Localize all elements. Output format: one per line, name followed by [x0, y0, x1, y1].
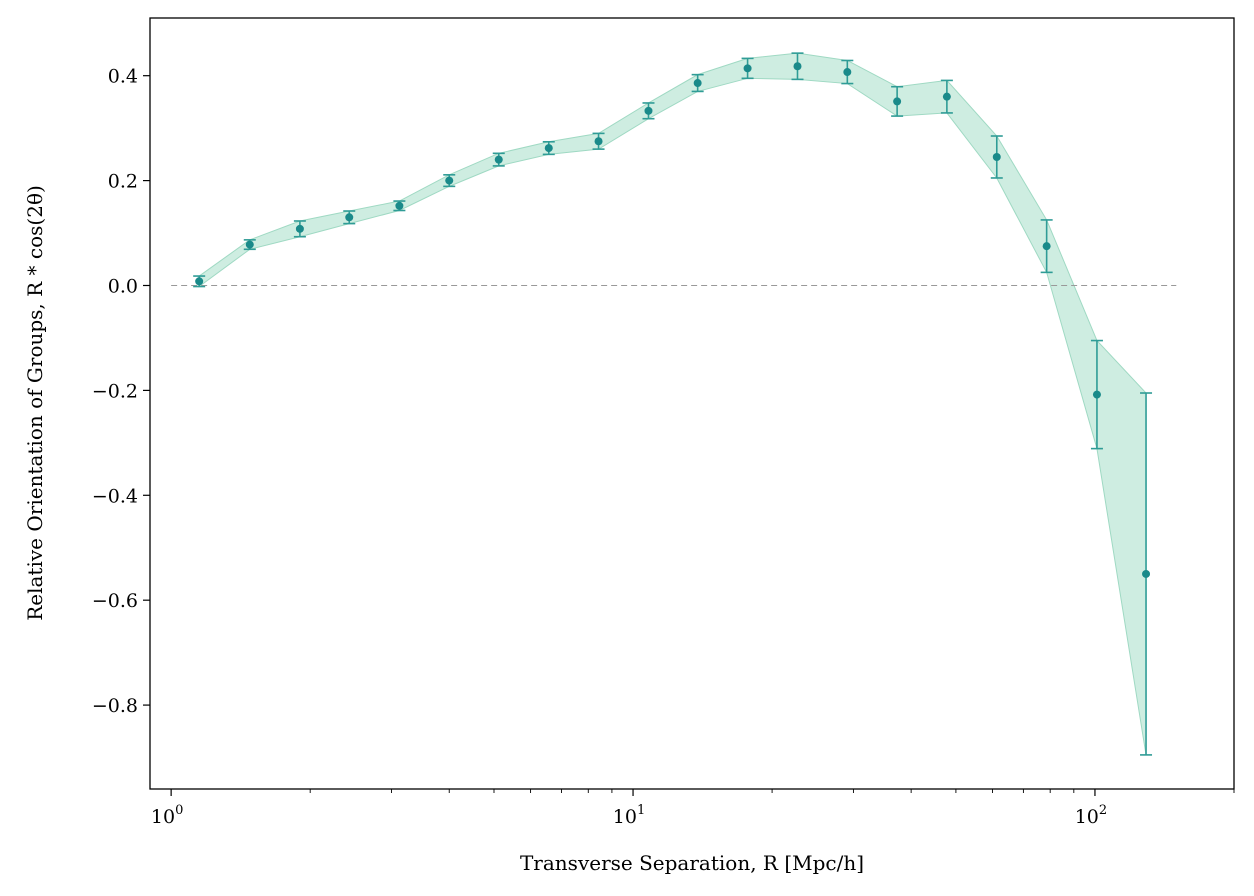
- data-point: [693, 79, 702, 88]
- data-point: [195, 277, 204, 286]
- data-point-group: [492, 152, 505, 167]
- y-tick-label: −0.2: [92, 380, 138, 402]
- data-point-group: [293, 220, 306, 238]
- y-axis: 0.4 0.2 0.0 −0.2 −0.4 −0.6 −0.8: [92, 66, 150, 717]
- data-point-group: [343, 210, 356, 225]
- data-point: [445, 176, 454, 185]
- data-point: [1092, 390, 1101, 399]
- y-tick-label: 0.0: [108, 275, 138, 297]
- data-point-group: [542, 140, 555, 156]
- data-point-group: [841, 59, 854, 85]
- data-point: [544, 144, 553, 153]
- plot-area: [171, 52, 1177, 756]
- data-point-group: [1040, 219, 1053, 274]
- axes-frame: [149, 17, 1235, 790]
- y-tick-label: −0.4: [92, 485, 138, 507]
- data-point: [594, 137, 603, 146]
- y-axis-label: Relative Orientation of Groups, R * cos(…: [23, 185, 47, 621]
- x-tick-label: 102: [1075, 803, 1107, 828]
- data-point: [992, 152, 1001, 161]
- data-point: [793, 62, 802, 71]
- data-point: [893, 97, 902, 106]
- data-point-group: [642, 102, 655, 120]
- data-point: [245, 240, 254, 249]
- data-point-group: [592, 132, 605, 150]
- data-point-group: [891, 85, 904, 117]
- y-tick-label: −0.6: [92, 590, 138, 612]
- data-point: [644, 106, 653, 115]
- data-point: [494, 155, 503, 164]
- data-point: [345, 213, 354, 222]
- data-point: [1042, 242, 1051, 251]
- data-point-group: [791, 52, 804, 81]
- data-point-group: [193, 275, 206, 288]
- data-point: [743, 64, 752, 73]
- data-point-group: [1090, 339, 1103, 450]
- data-point-group: [243, 239, 256, 251]
- data-point-group: [940, 79, 953, 114]
- x-tick-label: 100: [151, 803, 183, 828]
- data-point-group: [691, 73, 704, 93]
- data-point: [295, 224, 304, 233]
- y-tick-label: 0.4: [108, 66, 138, 88]
- data-point: [1142, 569, 1151, 578]
- data-point-group: [741, 57, 754, 80]
- data-point: [395, 201, 404, 210]
- x-tick-label: 101: [613, 803, 645, 828]
- data-point-group: [990, 135, 1003, 179]
- y-tick-label: 0.2: [108, 171, 138, 193]
- data-point: [942, 92, 951, 101]
- data-point-group: [1140, 392, 1153, 756]
- y-tick-label: −0.8: [92, 695, 138, 717]
- x-axis-label: Transverse Separation, R [Mpc/h]: [520, 851, 864, 875]
- data-point-group: [393, 200, 406, 212]
- data-point-group: [443, 174, 456, 188]
- x-axis: 100 101 102: [151, 789, 1235, 828]
- data-point: [843, 68, 852, 77]
